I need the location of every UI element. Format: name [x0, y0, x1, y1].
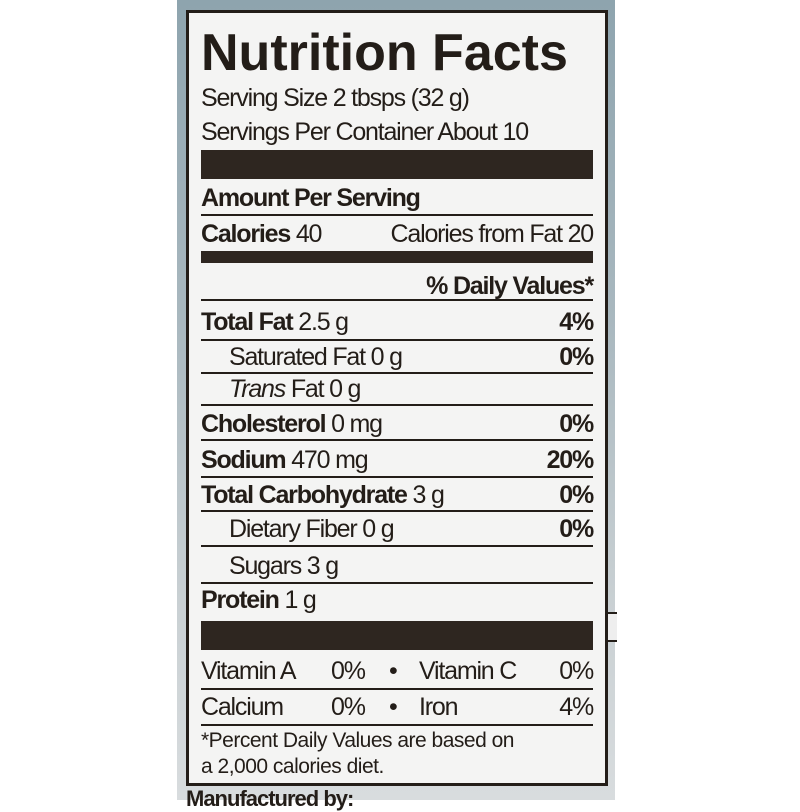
divider	[201, 299, 593, 301]
panel-title: Nutrition Facts	[201, 24, 568, 82]
vitamin-label: Vitamin C	[419, 657, 517, 685]
divider	[201, 582, 593, 584]
nutrient-label: Sodium	[201, 446, 287, 474]
nutrient-dv: 0%	[559, 481, 594, 509]
calories-label: Calories	[201, 220, 291, 248]
amount-per-serving: Amount Per Serving	[201, 184, 421, 212]
calories-value: 40	[295, 220, 323, 248]
nutrient-amount: 0 g	[362, 515, 394, 543]
nutrient-amount: 470 mg	[291, 446, 368, 474]
vitamin-label: Vitamin A	[201, 657, 297, 685]
nutrient-row-dietary-fiber: Dietary Fiber 0 g 0%	[201, 514, 594, 544]
divider	[201, 510, 593, 512]
nutrient-row-sodium: Sodium 470 mg 20%	[201, 445, 595, 475]
nutrient-row-saturated-fat: Saturated Fat 0 g 0%	[201, 342, 594, 372]
nutrient-dv: 0%	[559, 410, 594, 438]
divider	[201, 688, 593, 690]
nutrient-label: Total Fat	[201, 308, 294, 336]
bullet: •	[389, 657, 398, 685]
nutrient-label: Dietary Fiber	[229, 515, 358, 543]
nutrient-row-total-fat: Total Fat 2.5 g 4%	[201, 307, 594, 337]
divider	[201, 476, 593, 478]
nutrient-label: Total Carbohydrate	[201, 481, 408, 509]
nutrition-facts-panel: Nutrition Facts Serving Size 2 tbsps (32…	[186, 10, 608, 786]
mineral-value: 0%	[331, 693, 366, 721]
nutrient-label: Protein	[201, 586, 280, 614]
divider	[201, 214, 593, 216]
nutrient-amount: Fat 0 g	[290, 375, 362, 403]
nutrient-dv: 0%	[559, 343, 594, 371]
divider	[201, 372, 593, 374]
daily-values-header: % Daily Values*	[426, 272, 594, 300]
manufacturer-text: Manufactured by:	[186, 786, 354, 811]
nutrient-row-protein: Protein 1 g	[201, 585, 593, 615]
nutrient-amount: 1 g	[284, 586, 316, 614]
nutrient-label: Sugars	[229, 552, 302, 580]
nutrient-label: Saturated Fat	[229, 343, 366, 371]
nutrient-row-trans-fat: Trans Fat 0 g	[201, 374, 593, 404]
divider	[201, 724, 593, 726]
nutrient-amount: 0 mg	[331, 410, 383, 438]
calories-from-fat: Calories from Fat 20	[390, 220, 595, 248]
footnote-line-1: *Percent Daily Values are based on	[201, 729, 514, 752]
nutrient-dv: 0%	[559, 515, 594, 543]
mineral-label: Iron	[419, 693, 458, 721]
divider	[201, 439, 593, 441]
mineral-value: 4%	[559, 693, 594, 721]
nutrient-amount: 3 g	[412, 481, 445, 509]
medium-divider	[201, 251, 593, 263]
divider	[201, 404, 593, 406]
nutrient-row-sugars: Sugars 3 g	[201, 551, 593, 581]
thick-divider	[201, 150, 593, 179]
thick-divider	[201, 621, 593, 650]
vitamin-value: 0%	[331, 657, 366, 685]
nutrient-amount: 2.5 g	[298, 308, 349, 336]
nutrient-label: Trans	[229, 375, 286, 403]
nutrient-dv: 20%	[546, 446, 595, 474]
mineral-label: Calcium	[201, 693, 284, 721]
divider	[201, 545, 593, 547]
nutrient-row-cholesterol: Cholesterol 0 mg 0%	[201, 409, 594, 439]
nutrient-amount: 3 g	[306, 552, 339, 580]
nutrient-label: Cholesterol	[201, 410, 327, 438]
footnote-line-2: a 2,000 calories diet.	[201, 755, 384, 778]
nutrient-amount: 0 g	[370, 343, 403, 371]
servings-per-container: Servings Per Container About 10	[201, 118, 529, 146]
bullet: •	[389, 693, 398, 721]
serving-size: Serving Size 2 tbsps (32 g)	[201, 84, 470, 112]
divider	[201, 339, 593, 341]
calories-row: Calories 40 Calories from Fat 20	[201, 219, 595, 249]
vitamin-value: 0%	[559, 657, 594, 685]
nutrient-dv: 4%	[559, 308, 594, 336]
nutrient-row-total-carbohydrate: Total Carbohydrate 3 g 0%	[201, 480, 594, 510]
